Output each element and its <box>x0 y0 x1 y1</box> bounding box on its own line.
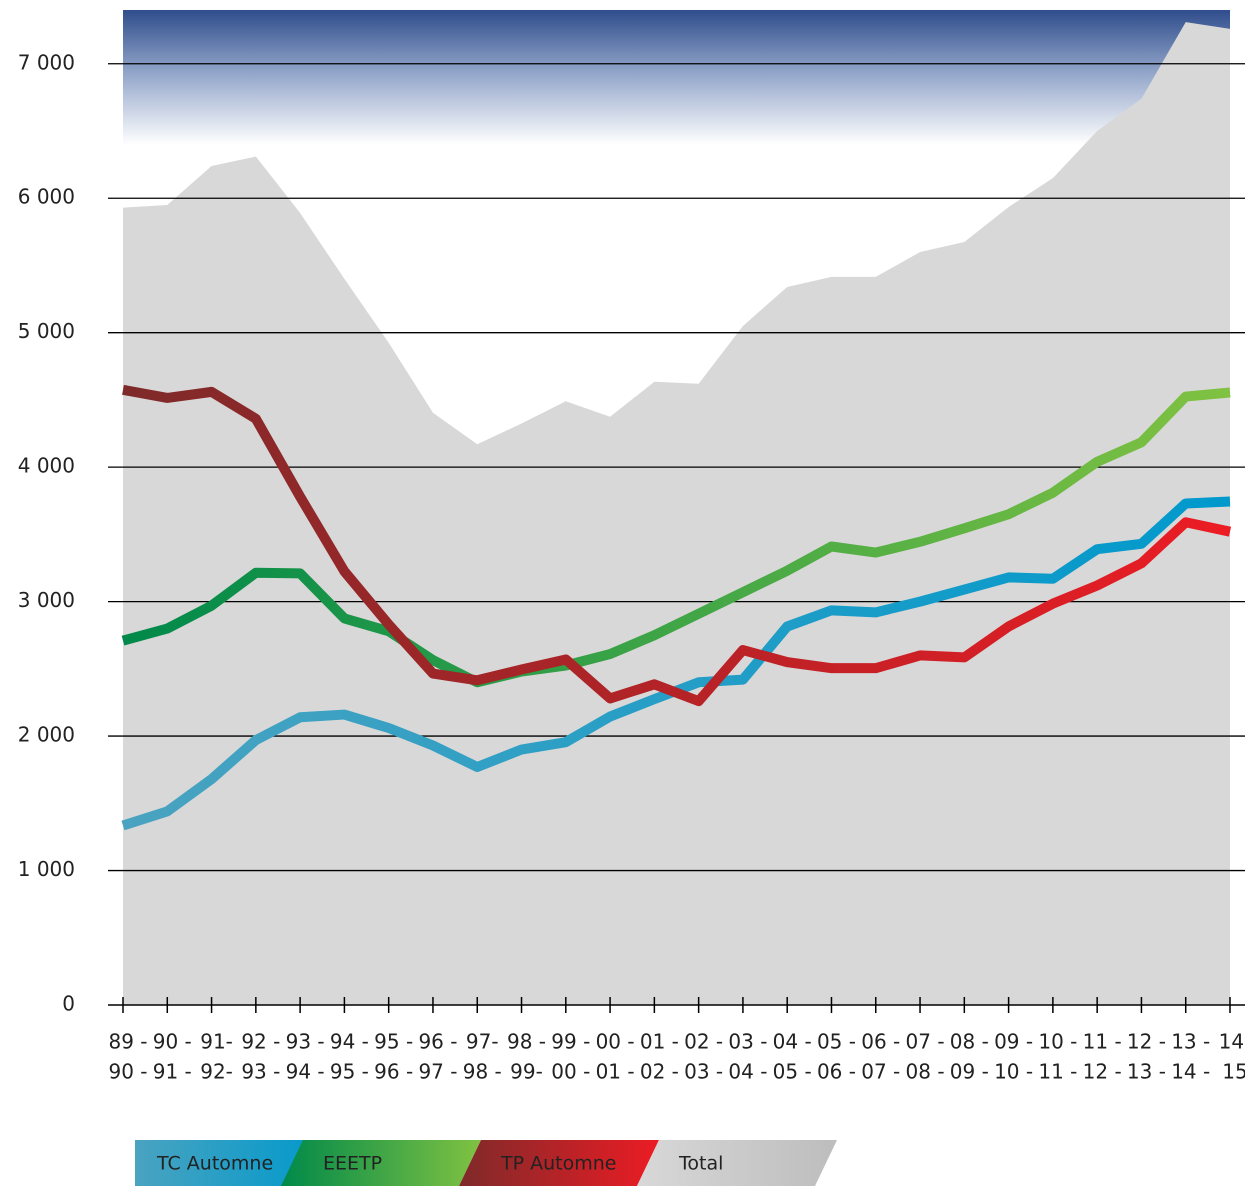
x-tick-label: 13 - <box>1171 1030 1210 1054</box>
x-tick-label: 02 - <box>684 1030 723 1054</box>
line <box>121 387 1231 688</box>
legend-label: TP Automne <box>500 1153 616 1175</box>
x-tick-label: 03 - <box>728 1030 767 1054</box>
x-tick-label: 00 - <box>551 1060 590 1084</box>
x-tick-label: 07 - <box>861 1060 900 1084</box>
x-tick-label: 93 - <box>241 1060 280 1084</box>
x-tick-label: 11 - <box>1083 1030 1122 1054</box>
x-tick-label: 98 - <box>507 1030 546 1054</box>
legend-label: EEETP <box>323 1153 382 1175</box>
x-tick-label: 14- <box>1219 1030 1245 1054</box>
x-tick-label: 91 - <box>153 1060 192 1084</box>
x-tick-label: 95 - <box>374 1030 413 1054</box>
x-tick-label: 92- <box>200 1060 233 1084</box>
y-tick-label: 2 000 <box>18 723 75 747</box>
x-tick-label: 07 - <box>906 1030 945 1054</box>
y-tick-label: 1 000 <box>18 857 75 881</box>
x-tick-label: 04 - <box>773 1030 812 1054</box>
x-tick-label: 01 - <box>596 1060 635 1084</box>
sky-background <box>123 10 1230 145</box>
x-tick-label: 98 - <box>463 1060 502 1084</box>
x-tick-label: 90 - <box>153 1030 192 1054</box>
x-tick-label: 01 - <box>640 1030 679 1054</box>
area <box>123 22 1230 1005</box>
x-tick-label: 05 - <box>773 1060 812 1084</box>
x-tick-label: 12 - <box>1127 1030 1166 1054</box>
x-tick-label: 93 - <box>286 1030 325 1054</box>
x-tick-label: 14 - <box>1171 1060 1210 1084</box>
x-tick-label: 04 - <box>728 1060 767 1084</box>
x-tick-label: 09 - <box>950 1060 989 1084</box>
x-tick-label: 96 - <box>374 1060 413 1084</box>
x-tick-label: 99 - <box>551 1030 590 1054</box>
x-tick-label: 91- <box>200 1030 233 1054</box>
x-tick-label: 12 - <box>1083 1060 1122 1084</box>
x-tick-label: 09 - <box>994 1030 1033 1054</box>
x-tick-label: 97 - <box>418 1060 457 1084</box>
legend-swatch <box>459 1140 659 1186</box>
x-tick-label: 11 - <box>1038 1060 1077 1084</box>
y-tick-label: 3 000 <box>18 588 75 612</box>
y-tick-label: 0 <box>62 992 75 1016</box>
x-tick-label: 15 <box>1222 1060 1245 1084</box>
x-tick-label: 89 - <box>108 1030 147 1054</box>
x-tick-label: 92 - <box>241 1030 280 1054</box>
x-tick-label: 00 - <box>596 1030 635 1054</box>
x-tick-label: 06 - <box>861 1030 900 1054</box>
x-tick-label: 02 - <box>640 1060 679 1084</box>
legend-label: Total <box>678 1153 723 1175</box>
legend-swatch <box>281 1140 481 1186</box>
x-tick-label: 97- <box>466 1030 499 1054</box>
x-tick-label: 99- <box>510 1060 543 1084</box>
x-tick-label: 10 - <box>1038 1030 1077 1054</box>
x-tick-label: 05 - <box>817 1030 856 1054</box>
line <box>122 384 1232 707</box>
legend-swatch <box>135 1140 325 1186</box>
x-tick-label: 96 - <box>418 1030 457 1054</box>
legend-swatch <box>637 1140 837 1186</box>
x-tick-label: 13 - <box>1127 1060 1166 1084</box>
x-tick-label: 94 - <box>286 1060 325 1084</box>
y-tick-label: 5 000 <box>18 319 75 343</box>
x-tick-label: 90 - <box>108 1060 147 1084</box>
x-tick-label: 08 - <box>950 1030 989 1054</box>
x-tick-label: 08 - <box>906 1060 945 1084</box>
x-tick-label: 10 - <box>994 1060 1033 1084</box>
y-tick-label: 6 000 <box>18 185 75 209</box>
x-tick-label: 06 - <box>817 1060 856 1084</box>
x-tick-label: 95 - <box>330 1060 369 1084</box>
x-tick-label: 03 - <box>684 1060 723 1084</box>
y-tick-label: 7 000 <box>18 50 75 74</box>
y-tick-label: 4 000 <box>18 454 75 478</box>
legend-label: TC Automne <box>156 1153 273 1175</box>
x-tick-label: 94 - <box>330 1030 369 1054</box>
